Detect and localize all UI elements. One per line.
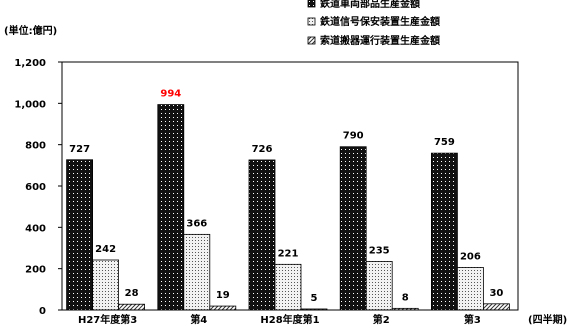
data-label: 30 [489, 288, 503, 299]
data-label: 8 [402, 292, 409, 303]
bar [339, 146, 367, 311]
data-label: 5 [311, 293, 318, 304]
y-tick-label: 1,200 [14, 58, 46, 69]
data-label: 221 [278, 248, 299, 259]
bar [209, 305, 237, 311]
y-tick-label: 800 [25, 141, 46, 152]
y-tick-label: 600 [25, 182, 46, 193]
x-category-label: H27年度第3 [78, 313, 137, 326]
x-unit-label: (四半期) [528, 313, 567, 326]
unit-label: (単位:億円) [4, 24, 57, 37]
bar [92, 259, 119, 311]
x-category-label: 第4 [190, 313, 207, 326]
x-axis-categories: H27年度第3 第4 H28年度第1 第2 第3 [78, 313, 481, 326]
bar [118, 303, 145, 311]
data-label: 727 [69, 144, 90, 155]
bar [482, 303, 510, 311]
data-label: 28 [125, 288, 139, 299]
legend-label: 鉄道車両部品生産金額 [320, 0, 420, 10]
bar [456, 267, 484, 311]
data-label: 19 [216, 290, 230, 301]
bar [430, 152, 458, 311]
x-category-label: 第3 [464, 313, 481, 326]
plot-frame [61, 61, 519, 311]
bar [274, 263, 302, 311]
data-label: 726 [252, 144, 273, 155]
bar [157, 104, 185, 311]
legend-swatch [307, 0, 316, 8]
y-tick-label: 400 [25, 223, 46, 234]
x-category-label: 第2 [373, 313, 390, 326]
bar [365, 261, 393, 311]
bar [66, 159, 93, 311]
data-label: 994 [160, 89, 181, 100]
legend-swatch [307, 36, 316, 45]
y-tick-label: 200 [25, 265, 46, 276]
data-label: 242 [95, 244, 116, 255]
value-labels: 727 242 28 994 366 19 726 221 5 790 235 8 759 206 30 [69, 89, 503, 304]
legend-label: 鉄道信号保安装置生産金額 [320, 15, 440, 28]
data-label: 235 [369, 245, 390, 256]
data-label: 759 [434, 137, 455, 148]
legend-label: 索道搬器運行装置生産金額 [320, 34, 440, 47]
data-label: 206 [460, 251, 481, 262]
legend-swatch [307, 17, 316, 26]
y-tick-label: 0 [39, 306, 46, 317]
data-label: 790 [343, 131, 364, 142]
x-category-label: H28年度第1 [260, 313, 319, 326]
y-tick-label: 1,000 [14, 99, 46, 110]
bar [248, 159, 276, 311]
bars [66, 104, 510, 311]
bar [183, 233, 211, 311]
data-label: 366 [186, 218, 207, 229]
y-axis-ticks: 0 200 400 600 800 1,000 1,200 [14, 58, 62, 317]
